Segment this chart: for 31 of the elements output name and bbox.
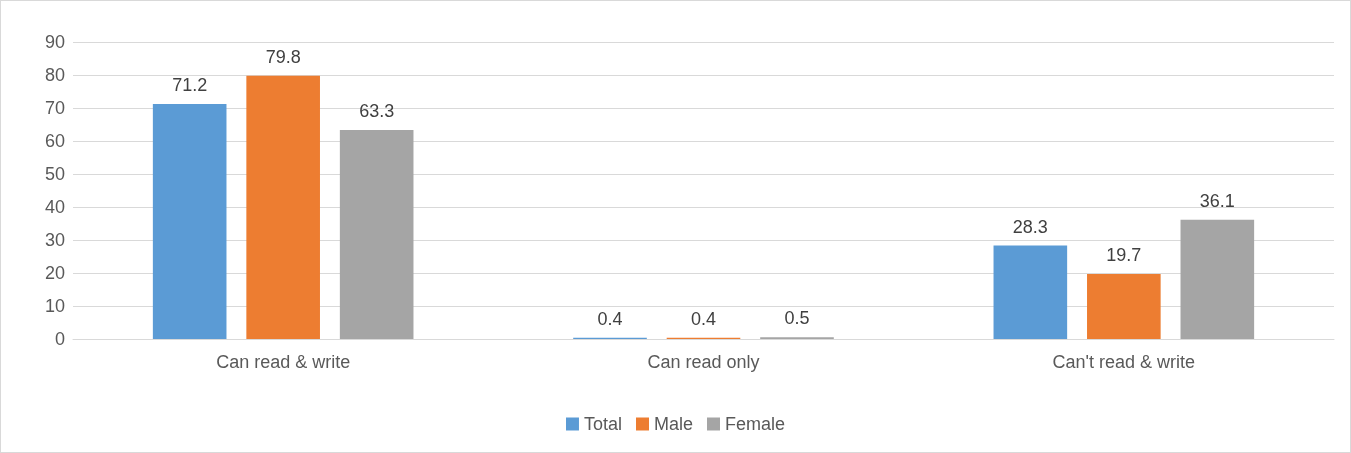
- y-tick-label: 30: [44, 230, 65, 250]
- data-label: 0.4: [690, 308, 717, 329]
- bar: [339, 130, 414, 339]
- legend-label: Total: [583, 414, 622, 434]
- y-tick-label: 90: [44, 32, 65, 52]
- y-tick-label: 0: [54, 329, 65, 349]
- data-label: 19.7: [1106, 244, 1142, 265]
- bar: [993, 245, 1068, 339]
- data-label: 71.2: [172, 75, 208, 96]
- bar: [1180, 219, 1255, 339]
- y-tick-label: 20: [44, 263, 65, 283]
- y-tick-label: 10: [44, 296, 65, 316]
- bar: [1087, 273, 1161, 339]
- data-label: 0.5: [784, 308, 810, 329]
- x-tick-label: Can't read & write: [1052, 352, 1196, 372]
- legend-label: Male: [653, 414, 694, 434]
- data-label: 0.4: [597, 308, 623, 329]
- y-tick-label: 80: [44, 65, 65, 85]
- data-label: 79.8: [265, 46, 301, 67]
- x-tick-label: Can read only: [647, 352, 760, 372]
- bar: [246, 75, 320, 339]
- data-label: 28.3: [1012, 216, 1048, 237]
- y-tick-label: 70: [44, 98, 65, 118]
- y-tick-label: 50: [44, 164, 65, 184]
- y-tick-label: 60: [44, 131, 65, 151]
- bar: [152, 104, 227, 339]
- y-tick-label: 40: [44, 197, 65, 217]
- legend-label: Female: [725, 414, 786, 434]
- x-tick-label: Can read & write: [216, 352, 351, 372]
- data-label: 63.3: [359, 101, 395, 122]
- data-label: 36.1: [1199, 190, 1235, 211]
